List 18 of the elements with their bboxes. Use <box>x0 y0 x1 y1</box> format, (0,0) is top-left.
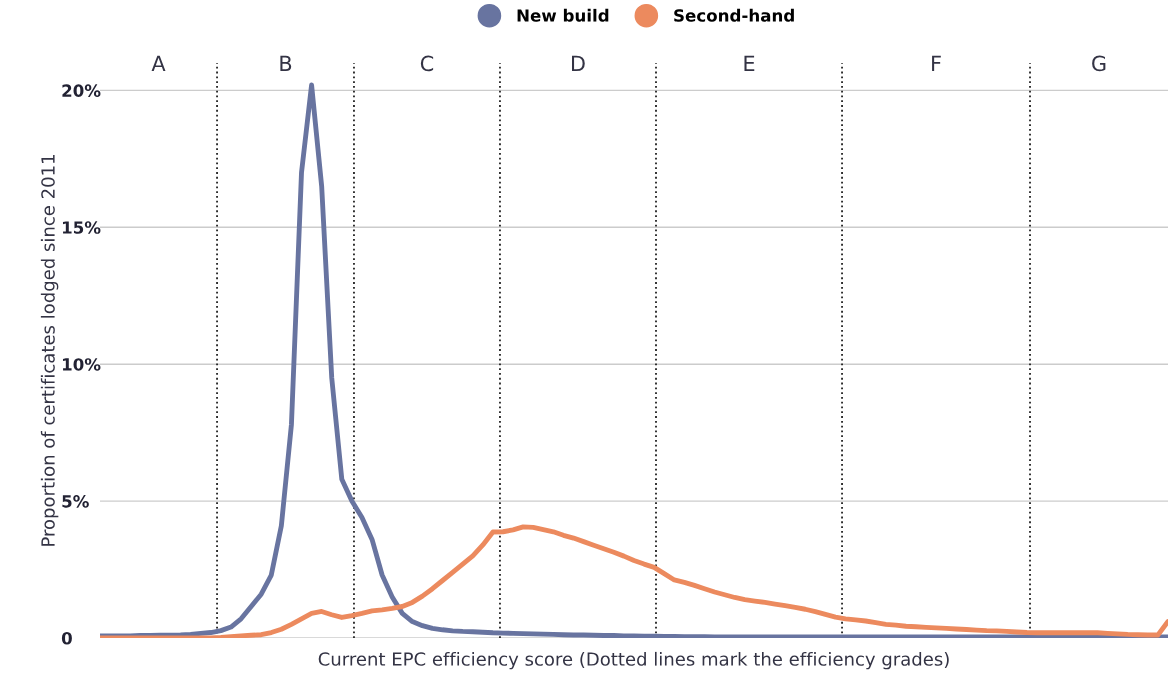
x-axis-title: Current EPC efficiency score (Dotted lines mark the efficiency grades) <box>318 651 949 670</box>
annotation: F <box>932 55 941 71</box>
y-tick-label: 20% <box>62 84 101 97</box>
annotation: E <box>744 55 755 71</box>
line-series <box>100 82 1168 638</box>
legend-label: New build <box>517 8 609 22</box>
annotation: G <box>1092 55 1106 72</box>
y-tick-label: 15% <box>62 221 101 234</box>
y-tick-label: 5% <box>62 495 89 508</box>
annotation: A <box>151 55 166 71</box>
y-tick-label: 10% <box>62 358 101 371</box>
legend-label: Second-hand <box>674 8 794 22</box>
annotation: B <box>280 55 292 71</box>
annotation: C <box>420 55 434 72</box>
line-series <box>100 524 1168 638</box>
annotation: D <box>572 55 585 71</box>
y-tick-label: 0 <box>61 631 72 645</box>
y-axis-title: Proportion of certificates lodged since 2011 <box>40 155 59 546</box>
